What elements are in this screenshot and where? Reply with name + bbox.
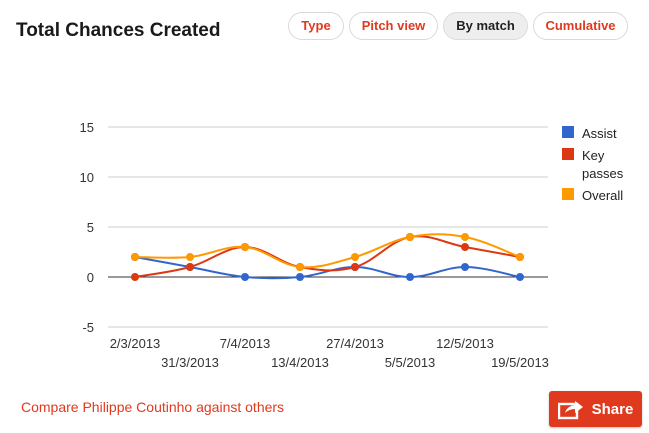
tab-cumulative[interactable]: Cumulative — [533, 12, 628, 40]
y-tick-label: 15 — [80, 120, 94, 135]
x-tick-label: 12/5/2013 — [436, 336, 494, 351]
data-point-overall[interactable] — [131, 253, 139, 261]
x-tick-label: 5/5/2013 — [385, 355, 436, 370]
legend-label-overall: Overall — [582, 188, 623, 203]
y-tick-label: -5 — [82, 320, 94, 335]
data-point-key-passes[interactable] — [131, 273, 139, 281]
tab-by-match[interactable]: By match — [443, 12, 528, 40]
chart-series — [131, 233, 524, 281]
data-point-overall[interactable] — [351, 253, 359, 261]
x-tick-label: 27/4/2013 — [326, 336, 384, 351]
y-tick-label: 0 — [87, 270, 94, 285]
series-line-key-passes — [134, 235, 521, 278]
x-tick-label: 19/5/2013 — [491, 355, 549, 370]
x-tick-label: 2/3/2013 — [110, 336, 161, 351]
data-point-assist[interactable] — [241, 273, 249, 281]
x-tick-label: 31/3/2013 — [161, 355, 219, 370]
legend-label-key-passes-line2: passes — [582, 166, 624, 181]
chart-grid — [108, 126, 548, 328]
tab-pitch-view[interactable]: Pitch view — [349, 12, 438, 40]
chart-y-ticks: 15 10 5 0 -5 — [80, 120, 94, 335]
share-icon — [557, 401, 583, 420]
legend-label-assist: Assist — [582, 126, 617, 141]
y-tick-label: 10 — [80, 170, 94, 185]
data-point-key-passes[interactable] — [351, 263, 359, 271]
data-point-assist[interactable] — [516, 273, 524, 281]
data-point-overall[interactable] — [461, 233, 469, 241]
data-point-overall[interactable] — [406, 233, 414, 241]
legend-swatch-overall — [562, 188, 574, 200]
compare-players-link[interactable]: Compare Philippe Coutinho against others — [21, 399, 285, 415]
legend-label-key-passes-line1: Key — [582, 148, 605, 163]
data-point-key-passes[interactable] — [461, 243, 469, 251]
data-point-assist[interactable] — [406, 273, 414, 281]
series-line-overall — [134, 233, 521, 269]
line-chart: 15 10 5 0 -5 2/3/201331/3/20137/4/201313/4/2… — [80, 120, 624, 370]
share-button-label: Share — [591, 400, 634, 418]
share-button[interactable]: Share — [549, 391, 642, 427]
chart-legend: Assist Key passes Overall — [562, 126, 624, 203]
data-point-assist[interactable] — [296, 273, 304, 281]
data-point-overall[interactable] — [241, 243, 249, 251]
tab-type[interactable]: Type — [288, 12, 344, 40]
legend-swatch-key-passes — [562, 148, 574, 160]
data-point-overall[interactable] — [186, 253, 194, 261]
x-tick-label: 13/4/2013 — [271, 355, 329, 370]
chart-title: Total Chances Created — [16, 20, 221, 41]
data-point-overall[interactable] — [516, 253, 524, 261]
legend-swatch-assist — [562, 126, 574, 138]
x-tick-label: 7/4/2013 — [220, 336, 271, 351]
data-point-assist[interactable] — [461, 263, 469, 271]
y-tick-label: 5 — [87, 220, 94, 235]
data-point-overall[interactable] — [296, 263, 304, 271]
data-point-key-passes[interactable] — [186, 263, 194, 271]
